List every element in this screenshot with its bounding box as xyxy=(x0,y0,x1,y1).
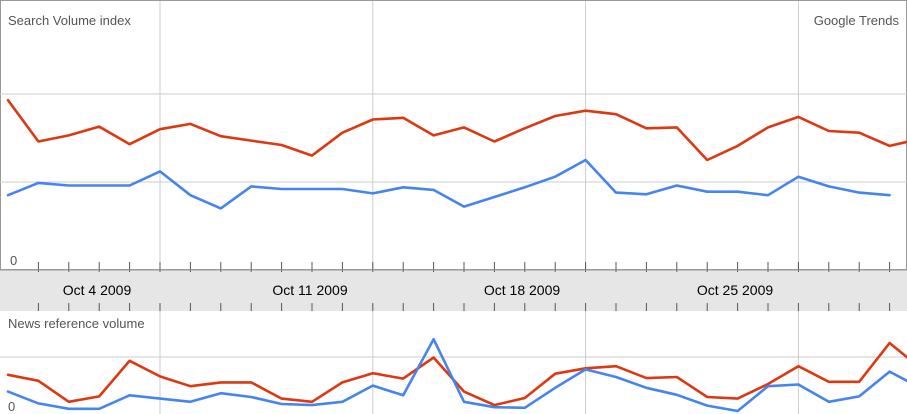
date-label-oct-11: Oct 11 2009 xyxy=(272,282,347,298)
date-label-oct-18: Oct 18 2009 xyxy=(484,282,560,298)
search-volume-title: Search Volume index xyxy=(8,13,131,28)
news-reference-red-series-line xyxy=(6,341,907,407)
news-reference-blue-series-line xyxy=(6,337,907,413)
news-reference-lines xyxy=(6,337,907,413)
news-reference-title: News reference volume xyxy=(8,316,145,331)
news-reference-grid xyxy=(0,311,907,414)
search-volume-blue-series-line xyxy=(6,158,891,210)
search-volume-lines xyxy=(6,98,907,210)
date-label-oct-25: Oct 25 2009 xyxy=(697,282,773,298)
search-volume-red-series-line xyxy=(6,98,907,162)
date-axis-band xyxy=(0,270,907,311)
date-label-oct-4: Oct 4 2009 xyxy=(63,282,132,298)
date-axis-ticks xyxy=(0,262,907,311)
search-volume-zero-label: 0 xyxy=(10,253,17,268)
search-volume-grid xyxy=(0,1,907,269)
search-volume-panel xyxy=(0,0,907,270)
google-trends-label: Google Trends xyxy=(814,13,900,28)
news-reference-zero-label: 0 xyxy=(8,399,15,414)
